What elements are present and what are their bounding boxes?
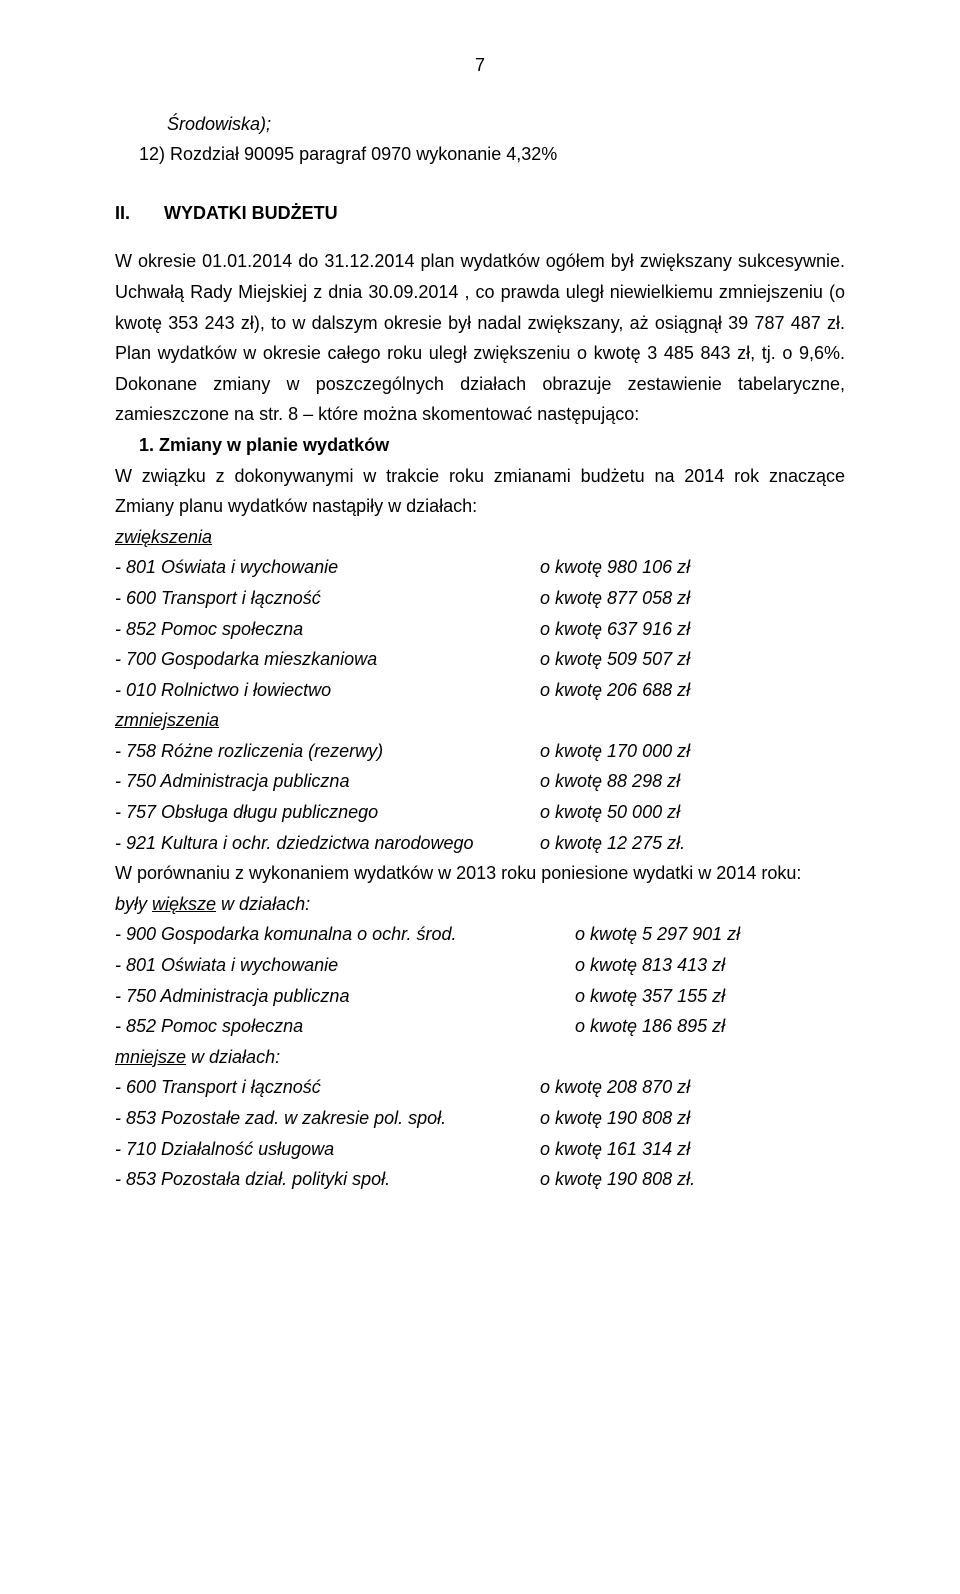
line-item-amount: o kwotę 12 275 zł. — [540, 828, 845, 859]
line-item: - 757 Obsługa długu publicznegoo kwotę 5… — [115, 797, 845, 828]
section-title: WYDATKI BUDŻETU — [164, 198, 338, 229]
line-item: - 900 Gospodarka komunalna o ochr. środ.… — [115, 919, 845, 950]
paragraph-comparison: W porównaniu z wykonaniem wydatków w 201… — [115, 858, 845, 889]
mniejsze-line: mniejsze w działach: — [115, 1042, 845, 1073]
line-item-amount: o kwotę 357 155 zł — [575, 981, 845, 1012]
line-item-amount: o kwotę 186 895 zł — [575, 1011, 845, 1042]
line-item-label: - 700 Gospodarka mieszkaniowa — [115, 644, 540, 675]
line-item: - 801 Oświata i wychowanieo kwotę 813 41… — [115, 950, 845, 981]
line-item-label: - 750 Administracja publiczna — [115, 766, 540, 797]
subsection-title: Zmiany w planie wydatków — [159, 435, 389, 455]
zwiekszenia-label: zwiększenia — [115, 522, 845, 553]
line-item-label: - 757 Obsługa długu publicznego — [115, 797, 540, 828]
text-w-dzialach: w działach: — [216, 894, 310, 914]
section-heading: II. WYDATKI BUDŻETU — [115, 198, 845, 229]
line-item-amount: o kwotę 170 000 zł — [540, 736, 845, 767]
line-item: - 853 Pozostała dział. polityki społ.o k… — [115, 1164, 845, 1195]
zmniejszenia-label: zmniejszenia — [115, 705, 845, 736]
line-item-amount: o kwotę 877 058 zł — [540, 583, 845, 614]
list-item-12: 12) Rozdział 90095 paragraf 0970 wykonan… — [115, 139, 845, 170]
byly-wieksze-line: były większe w działach: — [115, 889, 845, 920]
line-item-amount: o kwotę 161 314 zł — [540, 1134, 845, 1165]
paragraph-intro: W okresie 01.01.2014 do 31.12.2014 plan … — [115, 246, 845, 430]
line-item-label: - 853 Pozostała dział. polityki społ. — [115, 1164, 540, 1195]
line-item: - 750 Administracja publicznao kwotę 357… — [115, 981, 845, 1012]
line-item: - 600 Transport i łącznośćo kwotę 208 87… — [115, 1072, 845, 1103]
text-mniejsze: mniejsze — [115, 1047, 186, 1067]
subsection-number: 1. — [139, 435, 159, 455]
line-item-label: - 921 Kultura i ochr. dziedzictwa narodo… — [115, 828, 540, 859]
line-item-amount: o kwotę 509 507 zł — [540, 644, 845, 675]
line-item-label: - 710 Działalność usługowa — [115, 1134, 540, 1165]
paragraph-changes: W związku z dokonywanymi w trakcie roku … — [115, 461, 845, 522]
zmniejszenia-list: - 758 Różne rozliczenia (rezerwy)o kwotę… — [115, 736, 845, 858]
line-item: - 600 Transport i łącznośćo kwotę 877 05… — [115, 583, 845, 614]
line-item-label: - 758 Różne rozliczenia (rezerwy) — [115, 736, 540, 767]
line-item-label: - 852 Pomoc społeczna — [115, 1011, 575, 1042]
line-item: - 852 Pomoc społecznao kwotę 186 895 zł — [115, 1011, 845, 1042]
line-item-amount: o kwotę 88 298 zł — [540, 766, 845, 797]
line-item-amount: o kwotę 190 808 zł — [540, 1103, 845, 1134]
subsection-1: 1. Zmiany w planie wydatków — [115, 430, 845, 461]
line-item-label: - 750 Administracja publiczna — [115, 981, 575, 1012]
line-item: - 852 Pomoc społecznao kwotę 637 916 zł — [115, 614, 845, 645]
line-item: - 710 Działalność usługowao kwotę 161 31… — [115, 1134, 845, 1165]
document-page: 7 Środowiska); 12) Rozdział 90095 paragr… — [0, 0, 960, 1594]
line-item: - 853 Pozostałe zad. w zakresie pol. spo… — [115, 1103, 845, 1134]
line-item: - 921 Kultura i ochr. dziedzictwa narodo… — [115, 828, 845, 859]
line-item: - 750 Administracja publicznao kwotę 88 … — [115, 766, 845, 797]
line-item-amount: o kwotę 813 413 zł — [575, 950, 845, 981]
page-number: 7 — [115, 50, 845, 81]
line-item: - 700 Gospodarka mieszkaniowao kwotę 509… — [115, 644, 845, 675]
line-item-amount: o kwotę 980 106 zł — [540, 552, 845, 583]
line-item-amount: o kwotę 208 870 zł — [540, 1072, 845, 1103]
line-item: - 758 Różne rozliczenia (rezerwy)o kwotę… — [115, 736, 845, 767]
mniejsze-list: - 600 Transport i łącznośćo kwotę 208 87… — [115, 1072, 845, 1194]
hanging-continuation: Środowiska); — [115, 109, 845, 140]
line-item-label: - 853 Pozostałe zad. w zakresie pol. spo… — [115, 1103, 540, 1134]
line-item-label: - 852 Pomoc społeczna — [115, 614, 540, 645]
line-item-amount: o kwotę 5 297 901 zł — [575, 919, 845, 950]
text-w-dzialach-2: w działach: — [186, 1047, 280, 1067]
line-item-label: - 801 Oświata i wychowanie — [115, 950, 575, 981]
text-byly: były — [115, 894, 152, 914]
zwiekszenia-list: - 801 Oświata i wychowanieo kwotę 980 10… — [115, 552, 845, 705]
line-item-amount: o kwotę 190 808 zł. — [540, 1164, 845, 1195]
line-item-label: - 010 Rolnictwo i łowiectwo — [115, 675, 540, 706]
line-item-label: - 900 Gospodarka komunalna o ochr. środ. — [115, 919, 575, 950]
line-item-label: - 600 Transport i łączność — [115, 1072, 540, 1103]
line-item-label: - 600 Transport i łączność — [115, 583, 540, 614]
line-item: - 801 Oświata i wychowanieo kwotę 980 10… — [115, 552, 845, 583]
line-item-label: - 801 Oświata i wychowanie — [115, 552, 540, 583]
wieksze-list: - 900 Gospodarka komunalna o ochr. środ.… — [115, 919, 845, 1041]
line-item-amount: o kwotę 637 916 zł — [540, 614, 845, 645]
text-wieksze: większe — [152, 894, 216, 914]
line-item: - 010 Rolnictwo i łowiectwoo kwotę 206 6… — [115, 675, 845, 706]
section-number: II. — [115, 198, 130, 229]
line-item-amount: o kwotę 50 000 zł — [540, 797, 845, 828]
line-item-amount: o kwotę 206 688 zł — [540, 675, 845, 706]
